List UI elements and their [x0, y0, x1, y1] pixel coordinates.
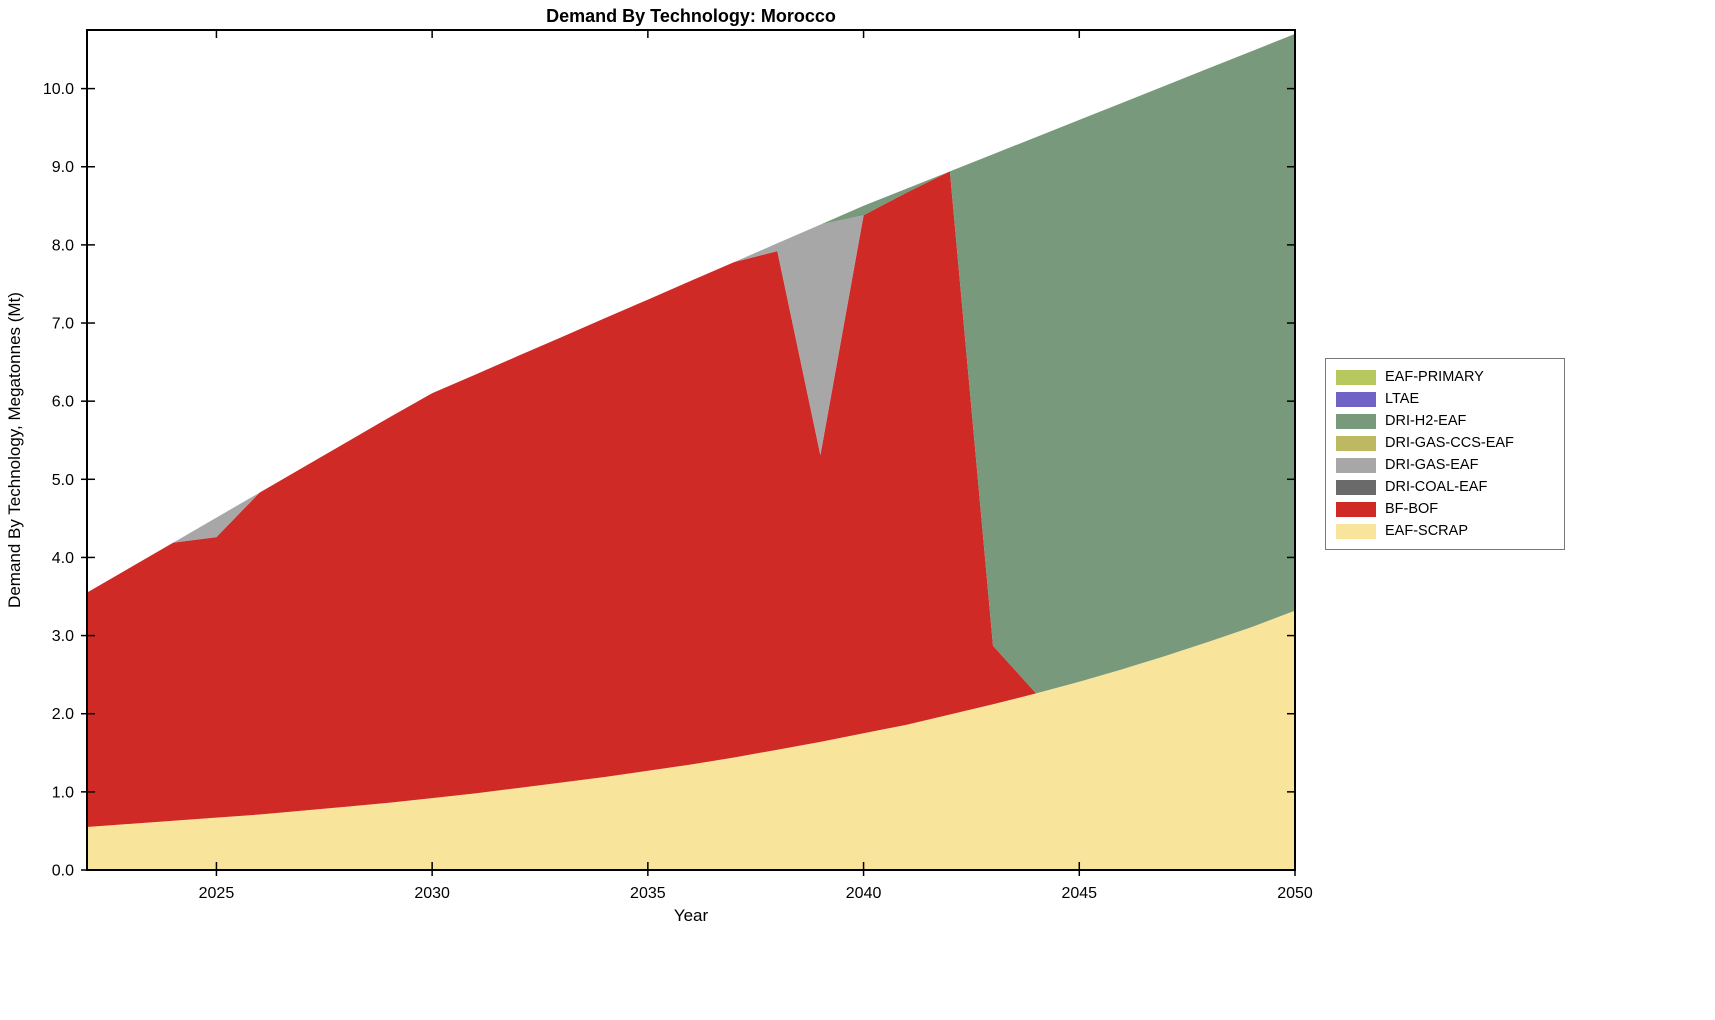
legend: EAF-PRIMARY LTAE DRI-H2-EAF DRI-GAS-CCS-EAF… — [1325, 358, 1565, 550]
x-tick-label: 2040 — [846, 885, 882, 902]
legend-item: DRI-GAS-CCS-EAF — [1336, 435, 1554, 451]
x-tick-label: 2035 — [630, 885, 666, 902]
legend-item: DRI-H2-EAF — [1336, 413, 1554, 429]
legend-swatch — [1336, 457, 1376, 473]
legend-item: EAF-SCRAP — [1336, 523, 1554, 539]
x-tick-label: 2045 — [1061, 885, 1097, 902]
y-tick-label: 4.0 — [52, 550, 74, 567]
y-tick-label: 6.0 — [52, 394, 74, 411]
chart-layers: 2025 2030 2035 2040 2045 2050 0.0 1.0 2.0 3.0 4.0 5… — [43, 29, 1313, 902]
legend-item: EAF-PRIMARY — [1336, 369, 1554, 385]
x-axis-label: Year — [674, 906, 709, 925]
y-tick-label: 1.0 — [52, 784, 74, 801]
x-tick-label: 2025 — [199, 885, 235, 902]
x-tick-label: 2050 — [1277, 885, 1313, 902]
legend-label: DRI-COAL-EAF — [1385, 479, 1488, 495]
legend-label: EAF-SCRAP — [1385, 523, 1468, 539]
area-eaf-scrap — [87, 610, 1295, 870]
area-dri-h2-eaf — [87, 33, 1295, 694]
legend-label: DRI-GAS-CCS-EAF — [1385, 435, 1514, 451]
y-tick-label: 5.0 — [52, 472, 74, 489]
legend-item: BF-BOF — [1336, 501, 1554, 517]
legend-label: DRI-H2-EAF — [1385, 413, 1467, 429]
legend-swatch — [1336, 391, 1376, 407]
chart-title: Demand By Technology: Morocco — [546, 6, 836, 26]
y-tick-label: 3.0 — [52, 628, 74, 645]
area-bf-bof — [87, 171, 1295, 827]
legend-item: DRI-COAL-EAF — [1336, 479, 1554, 495]
y-tick-label: 0.0 — [52, 863, 74, 880]
y-tick-label: 10.0 — [43, 81, 74, 98]
y-tick-label: 2.0 — [52, 706, 74, 723]
x-tick-label: 2030 — [414, 885, 450, 902]
legend-label: BF-BOF — [1385, 501, 1439, 517]
legend-item: LTAE — [1336, 391, 1554, 407]
legend-swatch — [1336, 369, 1376, 385]
y-tick-label: 8.0 — [52, 237, 74, 254]
legend-swatch — [1336, 523, 1376, 539]
legend-swatch — [1336, 501, 1376, 517]
y-tick-label: 7.0 — [52, 316, 74, 333]
plot-border — [86, 29, 1296, 871]
y-tick-label: 9.0 — [52, 159, 74, 176]
legend-swatch — [1336, 479, 1376, 495]
legend-label: LTAE — [1385, 391, 1420, 407]
y-axis-label: Demand By Technology, Megatonnes (Mt) — [5, 292, 24, 608]
legend-label: EAF-PRIMARY — [1385, 369, 1484, 385]
legend-swatch — [1336, 413, 1376, 429]
legend-item: DRI-GAS-EAF — [1336, 457, 1554, 473]
legend-label: DRI-GAS-EAF — [1385, 457, 1479, 473]
legend-swatch — [1336, 435, 1376, 451]
